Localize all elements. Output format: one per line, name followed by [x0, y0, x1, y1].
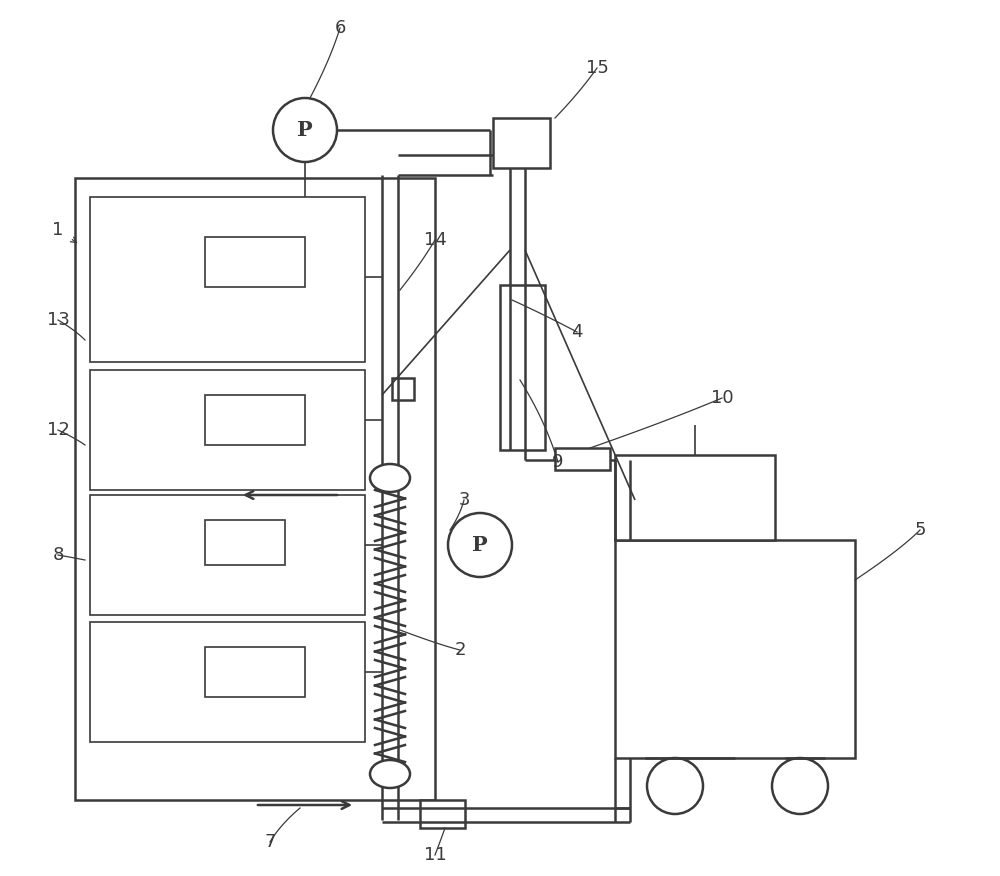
Bar	[90, 197, 365, 362]
Bar	[205, 647, 305, 697]
Bar	[420, 800, 465, 828]
Text: 13: 13	[47, 311, 69, 329]
Text: 8: 8	[52, 546, 64, 564]
Text: P: P	[472, 535, 488, 555]
Text: 14: 14	[424, 231, 446, 249]
Bar	[615, 455, 775, 540]
Text: 11: 11	[424, 846, 446, 864]
Bar	[90, 370, 365, 490]
Bar	[205, 395, 305, 445]
Text: 12: 12	[47, 421, 69, 439]
Text: 6: 6	[334, 19, 346, 37]
Bar	[392, 378, 414, 400]
Bar	[90, 622, 365, 742]
Text: P: P	[297, 120, 313, 140]
Text: 1: 1	[52, 221, 64, 239]
Text: 10: 10	[711, 389, 733, 407]
Bar	[493, 118, 550, 168]
Ellipse shape	[370, 464, 410, 492]
Bar	[500, 285, 545, 450]
Bar	[90, 495, 365, 615]
Ellipse shape	[370, 760, 410, 788]
Bar	[205, 520, 285, 565]
Text: 5: 5	[914, 521, 926, 539]
Text: 2: 2	[454, 641, 466, 659]
Text: 9: 9	[552, 453, 564, 471]
Bar	[615, 540, 855, 758]
Bar	[75, 178, 435, 800]
Bar	[205, 237, 305, 287]
Text: 4: 4	[571, 323, 583, 341]
Text: 7: 7	[264, 833, 276, 851]
Text: 15: 15	[586, 59, 608, 77]
Bar	[555, 448, 610, 470]
Text: 3: 3	[458, 491, 470, 509]
